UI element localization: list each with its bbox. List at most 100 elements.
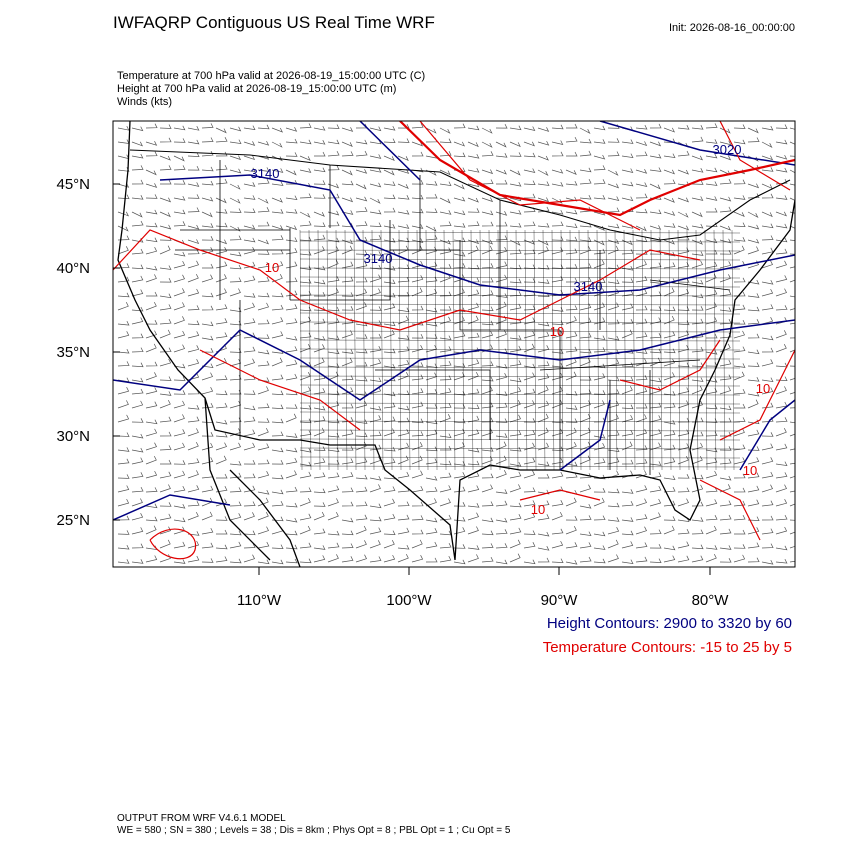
wind-barb [425, 419, 438, 425]
wind-barb [229, 442, 241, 451]
wind-barb [453, 288, 465, 297]
wind-barb [117, 167, 130, 172]
wind-barb [523, 470, 535, 479]
county-line [299, 384, 741, 387]
wind-barb [243, 346, 256, 353]
wind-barb [565, 223, 578, 229]
wind-barb [635, 318, 648, 325]
wind-barb [145, 361, 158, 367]
wind-barb [467, 545, 480, 550]
wind-barb [551, 457, 564, 465]
wind-barb [341, 530, 354, 536]
wind-barb [761, 471, 774, 479]
wind-barb [299, 430, 312, 437]
wind-barb [398, 291, 410, 297]
county-line [299, 402, 741, 405]
wind-barb [257, 497, 269, 507]
wind-barb [187, 126, 200, 131]
wind-barb [593, 433, 606, 439]
wind-barb [579, 138, 592, 144]
wind-barb [719, 196, 732, 202]
wind-barb [747, 193, 760, 199]
wind-barb [369, 527, 382, 535]
wind-barb [677, 211, 689, 218]
wind-barb [243, 167, 256, 173]
wind-barb [663, 127, 676, 133]
wind-barb [271, 559, 284, 565]
wind-barb [579, 127, 591, 135]
wind-barb [747, 224, 760, 230]
wind-barb [677, 247, 690, 255]
wind-barb [663, 358, 675, 367]
wind-barb [481, 543, 494, 549]
county-line [542, 229, 546, 471]
wind-barb [173, 180, 186, 185]
wind-barb [131, 513, 144, 521]
wind-barb [509, 291, 522, 297]
wind-barb [635, 141, 648, 146]
wind-barb [467, 371, 479, 381]
wind-barb [271, 274, 283, 283]
wind-barb [453, 544, 466, 549]
wind-barb [369, 386, 382, 395]
wind-barb [775, 443, 788, 451]
wind-barb [117, 302, 129, 311]
wind-barb [369, 126, 382, 132]
wind-barb [230, 389, 242, 395]
wind-barb [425, 372, 437, 381]
wind-barb [383, 486, 396, 493]
wind-barb [383, 513, 396, 521]
wind-barb [369, 222, 382, 227]
wind-barb [187, 152, 200, 157]
wind-barb [691, 484, 704, 493]
wind-barb [607, 169, 619, 176]
wind-barb [579, 389, 592, 395]
wind-barb [635, 526, 647, 535]
wind-barb [789, 392, 795, 395]
wind-barb [327, 363, 340, 368]
wind-barb [481, 530, 494, 536]
wind-barb [775, 386, 787, 395]
wind-barb [495, 391, 508, 396]
wind-barb [411, 179, 424, 185]
wind-barb [747, 485, 760, 493]
wind-barb [775, 417, 788, 423]
wind-barb [579, 277, 592, 283]
wind-barb [397, 276, 410, 283]
wind-barb [355, 554, 367, 563]
wind-barb [593, 125, 606, 131]
wind-barb [145, 141, 158, 146]
wind-barb [775, 428, 787, 437]
wind-barb [173, 330, 186, 339]
wind-barb [187, 540, 200, 549]
wind-barb [216, 473, 228, 479]
wind-barb [649, 306, 662, 311]
wind-barb [789, 448, 795, 451]
wind-barb [215, 288, 227, 297]
wind-barb [341, 261, 354, 269]
wind-barb [341, 169, 353, 176]
wind-barb [187, 331, 200, 339]
wind-barb [355, 302, 367, 311]
wind-barb [173, 470, 186, 479]
wind-barb [285, 169, 297, 176]
wind-barb [397, 195, 410, 200]
wind-barb [299, 471, 312, 479]
wind-barb [257, 418, 270, 423]
wind-barb [131, 195, 144, 200]
wind-barb [775, 211, 788, 217]
wind-barb [509, 125, 522, 131]
lon-label: 110°W [237, 592, 282, 609]
wind-barb [607, 447, 620, 453]
wind-barb [677, 555, 690, 563]
wind-barb [313, 140, 326, 145]
wind-barb [775, 330, 787, 339]
wind-barb [775, 526, 788, 535]
wind-barb [229, 197, 241, 204]
wind-barb [635, 470, 647, 479]
wind-barb [537, 373, 550, 381]
wind-barb [439, 239, 451, 245]
wind-barb [299, 542, 312, 549]
wind-barb [299, 461, 312, 467]
wind-barb [523, 430, 536, 437]
